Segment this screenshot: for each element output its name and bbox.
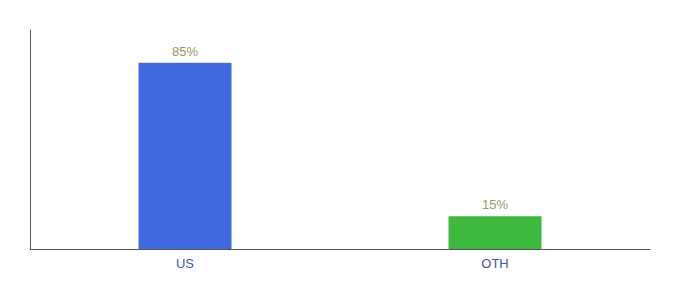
svg-text:OTH: OTH <box>481 256 508 271</box>
svg-text:85%: 85% <box>172 44 198 59</box>
svg-text:US: US <box>176 256 194 271</box>
svg-text:15%: 15% <box>482 197 508 212</box>
